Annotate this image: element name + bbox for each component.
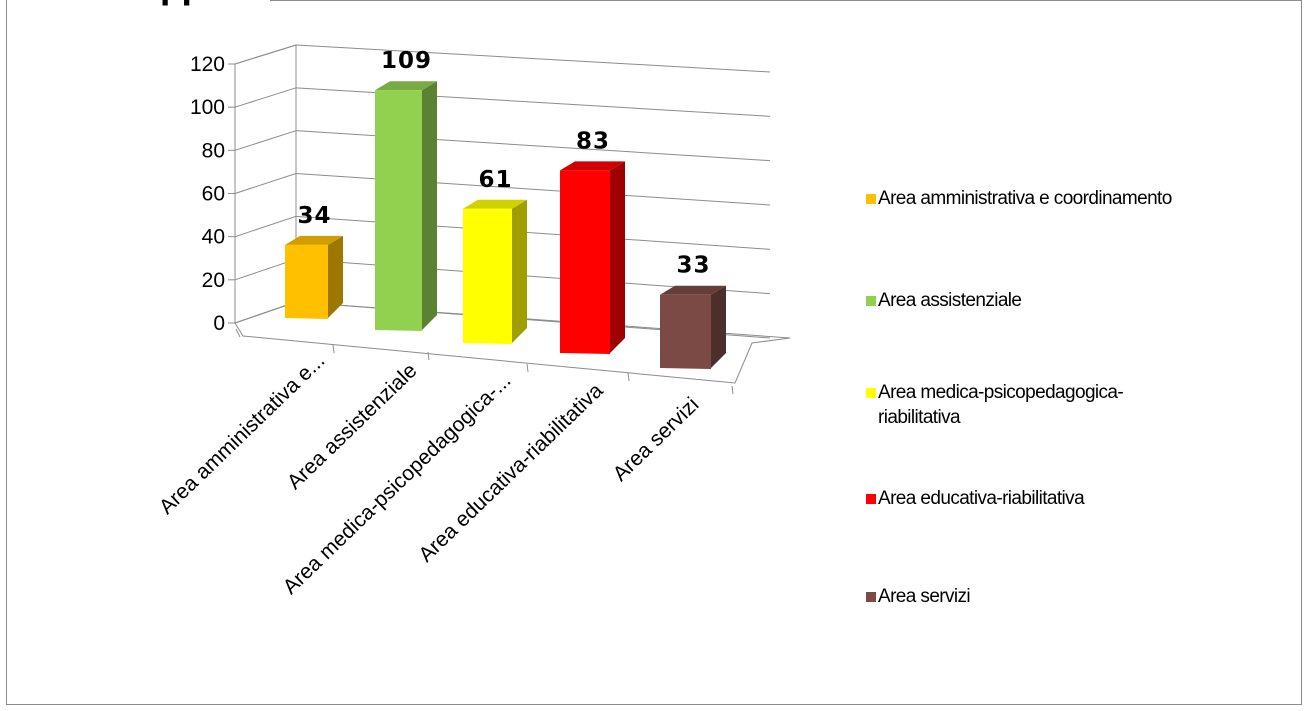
x-tick-label: Area educativa-riabilitativa: [414, 379, 607, 567]
x-tick-label: Area medica-psicopedagogica-...: [279, 369, 516, 599]
y-tick-label: 0: [213, 312, 225, 335]
legend-swatch: [866, 388, 876, 398]
x-tick-mark: [526, 363, 529, 373]
x-tick-label: Area servizi: [609, 393, 704, 486]
legend-swatch: [866, 592, 876, 602]
chart-bars: [285, 81, 726, 369]
bar: [285, 244, 328, 319]
x-tick-label: Area amministrativa e...: [155, 349, 330, 519]
bar-side: [422, 81, 437, 330]
bar-top: [560, 161, 625, 171]
legend-label: Area assistenziale: [878, 290, 1022, 311]
x-tick-mark: [332, 344, 335, 354]
legend-swatch: [866, 296, 876, 306]
legend-label-line: Area medica-psicopedagogica-: [878, 382, 1124, 403]
gridline-side: [234, 44, 297, 65]
cropped-title-fragment: pp: [160, 0, 200, 8]
data-label: 109: [381, 48, 432, 74]
legend-label-line: riabilitativa: [878, 407, 961, 428]
gridline: [295, 44, 771, 73]
bar-side: [610, 161, 625, 353]
data-label: 34: [297, 203, 331, 229]
gridline: [295, 215, 771, 250]
y-tick-label: 100: [190, 96, 225, 119]
legend-swatch: [866, 194, 876, 204]
bar: [660, 294, 711, 369]
legend-item: Area amministrativa e coordinamento: [866, 186, 1172, 211]
bar: [560, 170, 610, 354]
y-tick-label: 60: [202, 183, 225, 206]
bar-top: [285, 235, 343, 245]
legend-label: Area medica-psicopedagogica-riabilitativ…: [878, 380, 1178, 430]
x-tick-mark: [235, 328, 241, 338]
gridline: [295, 87, 771, 117]
bar: [463, 208, 512, 344]
gridline-side: [234, 173, 297, 194]
data-label: 83: [576, 128, 610, 154]
legend-label: Area educativa-riabilitativa: [878, 488, 1085, 509]
y-tick-label: 20: [202, 269, 225, 292]
gridline-side: [234, 87, 297, 108]
gridline: [295, 130, 771, 162]
frame-top-border: [270, 0, 1302, 1]
bar-side: [328, 235, 343, 318]
bar-top: [463, 199, 527, 209]
legend-item: Area assistenziale: [866, 288, 1022, 313]
y-tick-label: 120: [190, 53, 225, 76]
legend-item: Area educativa-riabilitativa: [866, 486, 1085, 511]
bar-side: [512, 199, 527, 343]
bar-side: [711, 285, 726, 368]
x-tick-mark: [427, 351, 430, 361]
bar: [375, 90, 422, 331]
legend-item: Area servizi: [866, 584, 971, 609]
gridline-side: [234, 130, 297, 151]
data-label: 33: [676, 253, 710, 279]
legend-item: Area medica-psicopedagogica-riabilitativ…: [866, 380, 1178, 430]
gridline-side: [234, 215, 297, 238]
y-tick-label: 40: [202, 226, 225, 249]
title-fragment-text: pp: [160, 0, 200, 7]
legend-swatch: [866, 494, 876, 504]
data-label: 61: [478, 167, 512, 193]
x-tick-mark: [627, 372, 630, 382]
legend-label: Area amministrativa e coordinamento: [878, 188, 1172, 209]
x-tick-mark: [731, 385, 734, 395]
y-tick-label: 80: [202, 139, 225, 162]
bar-top: [660, 285, 726, 295]
gridline: [295, 173, 771, 206]
chart-frame: [6, 0, 1302, 705]
bar-top: [375, 81, 437, 91]
legend-label: Area servizi: [878, 586, 971, 607]
